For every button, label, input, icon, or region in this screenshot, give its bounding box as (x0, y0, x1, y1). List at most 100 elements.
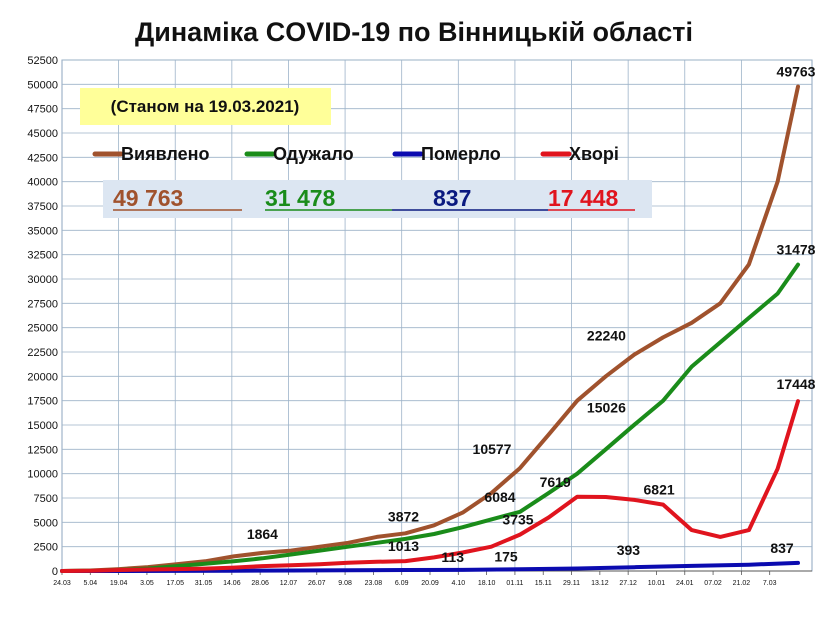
data-point (747, 528, 751, 532)
x-tick-label: 01.11 (506, 580, 523, 587)
data-point (661, 503, 665, 507)
data-point (260, 551, 264, 555)
data-point (575, 495, 579, 499)
subtitle-text: (Станом на 19.03.2021) (111, 97, 300, 116)
data-point (718, 535, 722, 539)
subtitle-box: (Станом на 19.03.2021) (80, 88, 331, 125)
x-tick-label: 15.11 (535, 580, 552, 587)
data-point (232, 554, 236, 558)
x-tick-label: 26.07 (308, 580, 326, 587)
data-point (575, 567, 579, 570)
data-point (232, 559, 236, 563)
x-tick-label: 31.05 (195, 580, 213, 587)
data-point (575, 472, 579, 476)
x-tick-label: 21.02 (733, 580, 751, 587)
data-label: 3735 (502, 512, 533, 528)
chart-title: Динаміка COVID-19 по Вінницькій області (135, 17, 693, 47)
x-tick-label: 29.11 (563, 580, 580, 587)
x-tick-label: 27.12 (619, 580, 637, 587)
data-point (289, 569, 293, 572)
data-label: 837 (770, 540, 794, 556)
plot-area (61, 59, 813, 572)
data-point (461, 551, 465, 554)
total-value: 31 478 (265, 185, 336, 211)
data-point (375, 560, 379, 564)
data-point (690, 321, 694, 325)
data-point (346, 541, 350, 545)
y-tick-label: 25000 (27, 323, 58, 335)
data-label: 6084 (484, 489, 515, 505)
data-point (60, 569, 64, 573)
data-label: 175 (494, 548, 518, 564)
x-tick-label: 20.09 (421, 580, 439, 587)
data-point (632, 565, 636, 569)
y-tick-label: 22500 (27, 347, 58, 359)
data-point (690, 528, 694, 532)
data-label: 17448 (777, 376, 816, 392)
data-point (260, 564, 264, 568)
data-point (461, 511, 465, 515)
y-tick-label: 20000 (27, 371, 58, 383)
data-point (776, 467, 780, 471)
data-point (346, 568, 350, 572)
x-tick-label: 17.05 (166, 580, 184, 587)
y-tick-label: 10000 (27, 469, 58, 481)
data-point (318, 545, 322, 549)
data-point (776, 180, 780, 184)
data-point (289, 549, 293, 553)
data-label: 7619 (540, 474, 571, 490)
data-point (661, 335, 665, 339)
data-point (747, 262, 751, 266)
data-point (175, 564, 178, 568)
data-point (547, 491, 551, 495)
y-tick-label: 42500 (27, 152, 58, 164)
data-point (461, 568, 465, 572)
data-point (718, 301, 722, 305)
y-tick-label: 47500 (27, 104, 58, 116)
y-tick-label: 52500 (27, 55, 58, 67)
legend-label: Хворі (569, 144, 619, 164)
data-point (518, 567, 522, 571)
data-point (489, 517, 493, 521)
data-point (575, 399, 579, 403)
data-point (632, 498, 636, 502)
data-point (690, 564, 694, 568)
data-point (318, 549, 322, 553)
y-tick-label: 30000 (27, 274, 58, 286)
data-point (604, 374, 608, 378)
data-point (375, 541, 379, 545)
data-label: 10577 (473, 441, 512, 457)
data-point (747, 316, 751, 320)
x-tick-label: 12.07 (280, 580, 298, 587)
x-tick-label: 4.10 (451, 580, 465, 587)
y-tick-label: 17500 (27, 396, 58, 408)
x-tick-label: 28.06 (251, 580, 269, 587)
data-point (203, 567, 207, 571)
y-tick-label: 5000 (34, 517, 58, 529)
y-tick-label: 50000 (27, 79, 58, 91)
legend-label: Виявлено (121, 144, 209, 164)
data-point (796, 263, 800, 267)
x-tick-label: 6.09 (395, 580, 409, 587)
data-labels: 49763 31478 17448 837 22240 15026 10577 6084 761… (247, 64, 816, 565)
data-label: 15026 (587, 400, 626, 416)
data-point (117, 568, 121, 572)
y-tick-label: 32500 (27, 250, 58, 262)
x-tick-label: 7.03 (763, 580, 777, 587)
data-label: 31478 (777, 242, 816, 258)
x-tick-label: 23.08 (365, 580, 383, 587)
data-point (432, 523, 436, 527)
x-tick-label: 18.10 (478, 580, 496, 587)
data-point (518, 533, 522, 537)
data-point (175, 567, 178, 571)
legend-label: Одужало (273, 144, 354, 164)
data-point (404, 537, 407, 541)
total-value: 837 (433, 185, 471, 211)
x-tick-label: 9.08 (338, 580, 352, 587)
data-point (404, 568, 407, 572)
data-point (718, 340, 722, 344)
data-point (690, 365, 694, 369)
data-point (547, 433, 551, 437)
data-point (604, 495, 608, 499)
data-label: 49763 (777, 64, 816, 80)
